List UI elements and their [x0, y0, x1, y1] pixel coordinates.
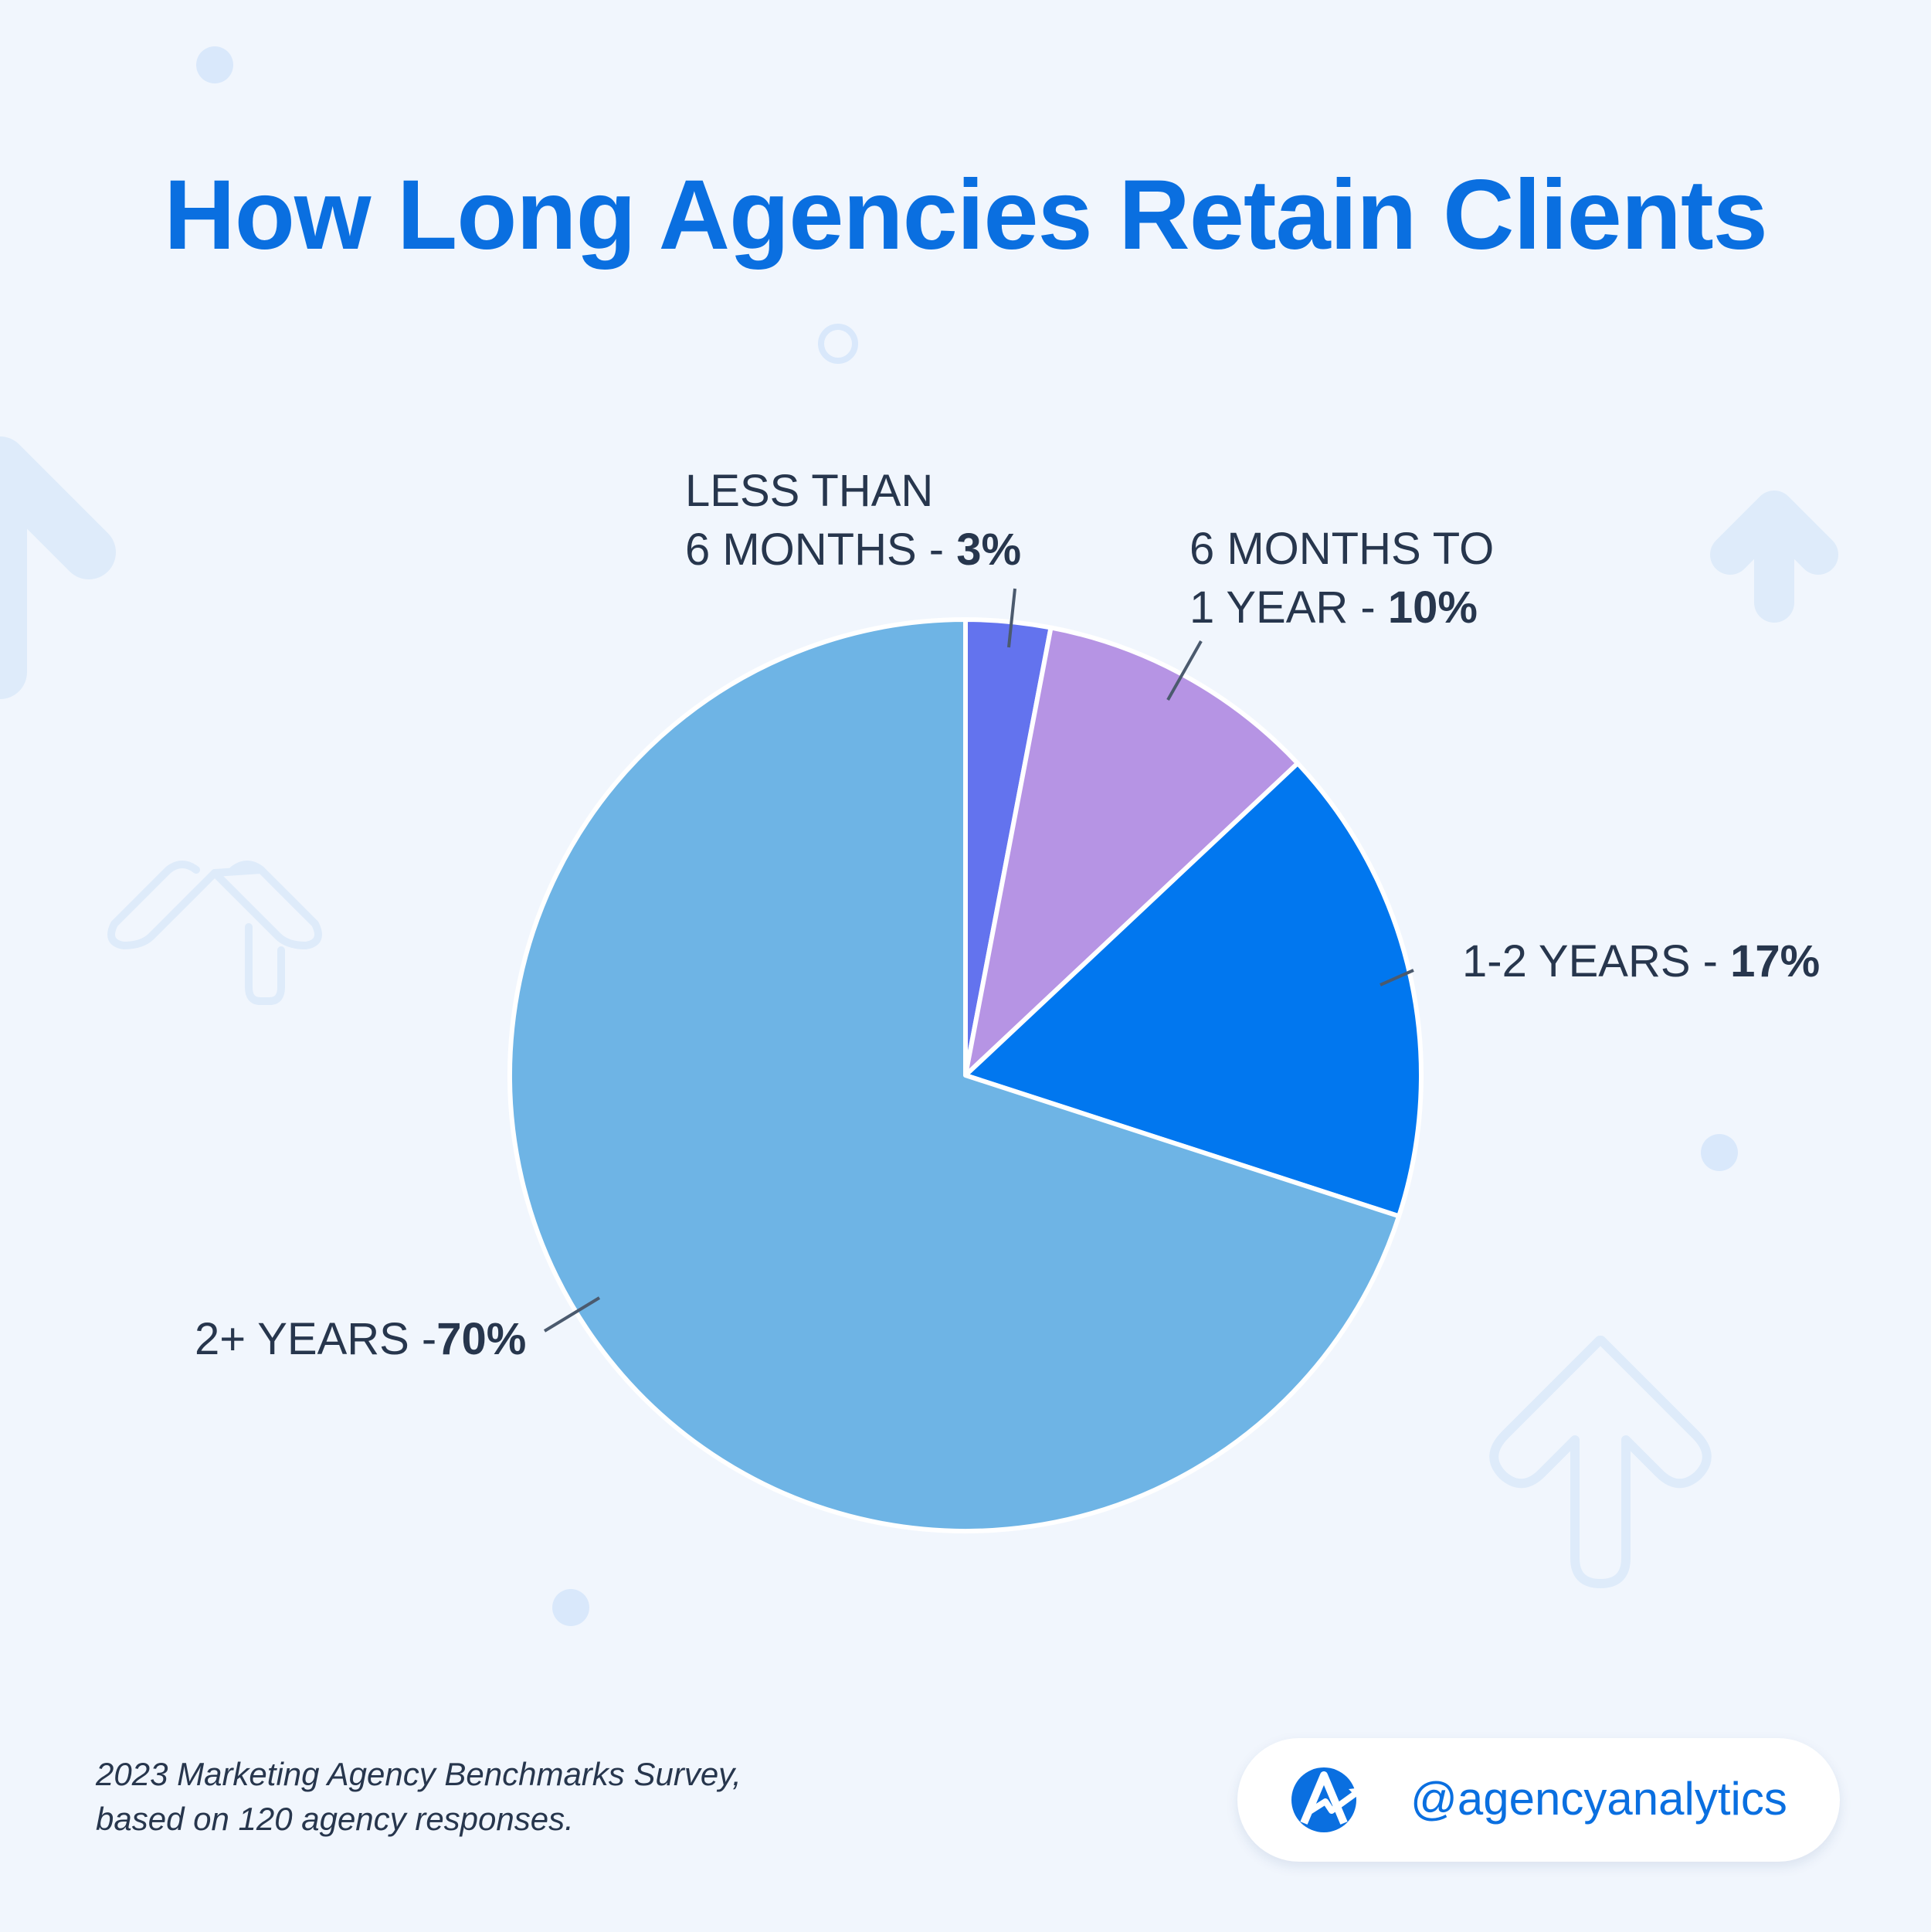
deco-ring: [818, 324, 858, 364]
arrow-up-icon: [1489, 1336, 1712, 1588]
leader-line: [1380, 969, 1414, 986]
slice-value: 70%: [436, 1314, 527, 1364]
slice-label-line: 6 MONTHS TO: [1189, 524, 1495, 574]
slice-label-line: 1-2 YEARS -: [1462, 936, 1731, 986]
source-footnote: 2023 Marketing Agency Benchmarks Survey,…: [96, 1752, 742, 1842]
slice-value: 3%: [956, 525, 1022, 575]
chart-title: How Long Agencies Retain Clients: [164, 160, 1768, 270]
leader-line: [1007, 588, 1016, 648]
slice-label-line: LESS THAN: [685, 466, 934, 516]
social-handle: @agencyanalytics: [1410, 1773, 1787, 1825]
footnote-line: 2023 Marketing Agency Benchmarks Survey,: [96, 1756, 742, 1792]
leader-lines: [543, 588, 1414, 1333]
pie-slice-2-years: [507, 617, 1402, 1533]
deco-dot: [1701, 1134, 1738, 1171]
pie-slices: [507, 617, 1424, 1533]
leader-line: [543, 1296, 601, 1333]
deco-dot: [552, 1589, 589, 1626]
arrow-up-icon: [107, 861, 322, 1005]
slice-value: 17%: [1730, 936, 1821, 986]
arrow-up-icon: [0, 436, 116, 699]
footnote-line: based on 120 agency responses.: [96, 1801, 574, 1837]
slice-value: 10%: [1387, 582, 1478, 633]
slice-label-line: 1 YEAR -: [1189, 582, 1388, 633]
leader-line: [1166, 640, 1203, 701]
slice-label-6-months-to-1-year: 6 MONTHS TO 1 YEAR - 10%: [1189, 520, 1494, 637]
arrow-up-icon: [1710, 491, 1838, 623]
slice-label-line: 2+ YEARS -: [195, 1314, 437, 1364]
social-handle-badge[interactable]: @agencyanalytics: [1237, 1738, 1840, 1862]
slice-label-line: 6 MONTHS -: [685, 525, 957, 575]
slice-label-less-than-6-months: LESS THAN 6 MONTHS - 3%: [685, 462, 1021, 579]
pie-slice-1-2-years: [963, 761, 1424, 1219]
deco-dot: [196, 46, 233, 83]
slice-label-1-2-years: 1-2 YEARS - 17%: [1462, 932, 1820, 991]
pie-slice-6-months-to-1-year: [963, 625, 1301, 1078]
slice-label-2-plus-years: 2+ YEARS -70%: [195, 1310, 526, 1369]
agencyanalytics-logo-icon: [1291, 1767, 1363, 1832]
